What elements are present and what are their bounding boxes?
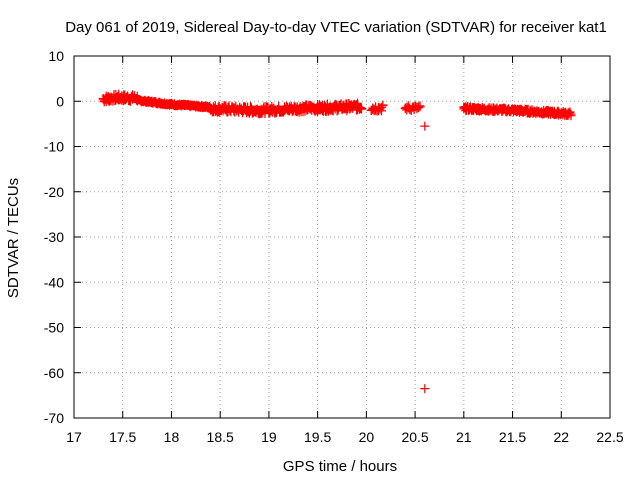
data-point xyxy=(566,111,576,121)
x-tick-label: 17.5 xyxy=(109,429,136,445)
axis-ticks: 17 17.5 18 18.5 19 19.5 20 20.5 21 21.5 22 22.5 10 0 -… xyxy=(44,48,624,445)
y-tick-label: -30 xyxy=(44,229,64,245)
y-tick-label: -50 xyxy=(44,320,64,336)
data-point xyxy=(377,102,386,112)
y-tick-label: -20 xyxy=(44,184,64,200)
x-tick-label: 22.5 xyxy=(596,429,623,445)
x-tick-label: 17 xyxy=(66,429,82,445)
x-tick-label: 20.5 xyxy=(401,429,428,445)
data-point xyxy=(378,100,388,110)
data-point xyxy=(357,104,366,114)
y-tick-label: -40 xyxy=(44,274,64,290)
data-points xyxy=(98,89,576,394)
x-tick-label: 21 xyxy=(456,429,472,445)
x-tick-label: 19.5 xyxy=(304,429,331,445)
y-tick-label: 0 xyxy=(56,93,64,109)
y-tick-label: -70 xyxy=(44,410,64,426)
data-point xyxy=(415,102,425,112)
x-tick-label: 18.5 xyxy=(207,429,234,445)
x-tick-label: 20 xyxy=(359,429,375,445)
x-tick-label: 21.5 xyxy=(499,429,526,445)
y-axis-label: SDTVAR / TECUs xyxy=(5,178,22,298)
x-tick-label: 22 xyxy=(553,429,569,445)
y-tick-label: -60 xyxy=(44,365,64,381)
chart-title: Day 061 of 2019, Sidereal Day-to-day VTE… xyxy=(65,19,607,36)
x-tick-label: 18 xyxy=(164,429,180,445)
y-tick-label: -10 xyxy=(44,139,64,155)
x-tick-label: 19 xyxy=(261,429,277,445)
data-point xyxy=(420,384,430,394)
y-tick-label: 10 xyxy=(48,48,64,64)
x-axis-label: GPS time / hours xyxy=(283,458,397,475)
data-point xyxy=(420,121,430,131)
